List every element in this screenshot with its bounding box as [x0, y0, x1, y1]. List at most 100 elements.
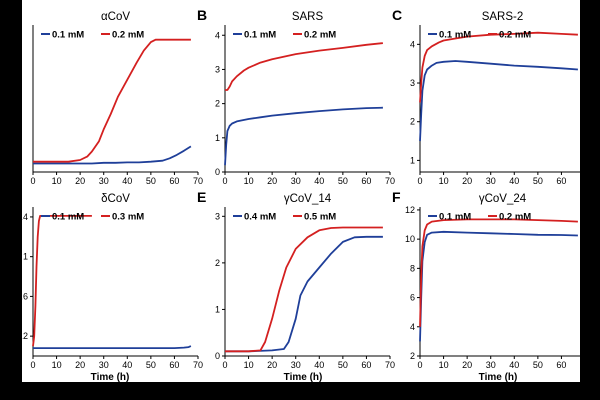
- series-line-f-1: [419, 230, 578, 342]
- x-axis-label-f: Time (h): [479, 372, 518, 383]
- y-tick-label-f: 4: [410, 322, 415, 332]
- x-tick-label-e: 60: [361, 360, 371, 370]
- series-line-b-2: [225, 42, 383, 91]
- x-tick-label-f: 0: [417, 360, 422, 370]
- y-tick-label-f: 12: [405, 205, 415, 215]
- x-tick-label-d: 20: [75, 360, 85, 370]
- y-tick-label-f: 10: [405, 234, 415, 244]
- y-tick-label-c: 1: [410, 155, 415, 165]
- x-tick-label-b: 20: [267, 176, 277, 186]
- x-tick-label-e: 70: [385, 360, 395, 370]
- x-tick-label-d: 30: [99, 360, 109, 370]
- x-tick-label-b: 30: [291, 176, 301, 186]
- x-tick-label-e: 40: [314, 360, 324, 370]
- x-tick-label-b: 70: [385, 176, 395, 186]
- y-tick-label-d: 0.2: [15, 331, 28, 341]
- series-line-f-2: [419, 218, 578, 327]
- y-tick-label-d: 0.6: [15, 291, 28, 301]
- x-tick-label-a: 10: [52, 176, 62, 186]
- legend-label-e-2: 0.5 mM: [304, 212, 336, 223]
- series-line-c-1: [419, 60, 578, 142]
- series-line-e-1: [225, 235, 383, 353]
- x-tick-label-f: 10: [439, 360, 449, 370]
- x-tick-label-f: 30: [486, 360, 496, 370]
- x-tick-label-e: 10: [244, 360, 254, 370]
- x-tick-label-c: 30: [486, 176, 496, 186]
- x-tick-label-b: 0: [222, 176, 227, 186]
- x-tick-label-a: 60: [169, 176, 179, 186]
- y-tick-label-b: 3: [215, 64, 220, 74]
- x-tick-label-f: 70: [580, 360, 590, 370]
- panel-title-d: δCoV: [101, 193, 130, 205]
- legend-label-d-2: 0.3 mM: [112, 212, 144, 223]
- legend-label-f-2: 0.2 mM: [499, 212, 531, 223]
- panel-title-f: γCoV_24: [479, 193, 527, 205]
- panel-title-a: αCoV: [101, 11, 130, 23]
- x-tick-label-f: 50: [533, 360, 543, 370]
- x-tick-label-c: 70: [580, 176, 590, 186]
- y-tick-label-c: 2: [410, 117, 415, 127]
- legend-label-a-1: 0.1 mM: [52, 30, 84, 41]
- y-tick-label-b: 1: [215, 133, 220, 143]
- x-tick-label-c: 50: [533, 176, 543, 186]
- series-line-c-2: [419, 31, 578, 103]
- y-tick-label-e: 0: [215, 351, 220, 361]
- legend-label-a-2: 0.2 mM: [112, 30, 144, 41]
- y-axis-label-bottom: Fluorescence (RFU ×10⁴): [3, 227, 14, 346]
- x-tick-label-a: 40: [122, 176, 132, 186]
- panel-title-e: γCoV_14: [284, 193, 332, 205]
- panel-letter-b: B: [197, 7, 207, 23]
- x-tick-label-f: 60: [556, 360, 566, 370]
- x-tick-label-d: 10: [52, 360, 62, 370]
- legend-label-f-1: 0.1 mM: [439, 212, 471, 223]
- x-tick-label-c: 60: [556, 176, 566, 186]
- x-tick-label-b: 40: [314, 176, 324, 186]
- legend-label-e-1: 0.4 mM: [244, 212, 276, 223]
- x-tick-label-a: 20: [75, 176, 85, 186]
- x-tick-label-d: 0: [30, 360, 35, 370]
- panel-title-b: SARS: [292, 11, 324, 23]
- x-tick-label-c: 20: [462, 176, 472, 186]
- legend-label-b-1: 0.1 mM: [244, 30, 276, 41]
- y-tick-label-b: 4: [215, 30, 220, 40]
- x-tick-label-a: 0: [30, 176, 35, 186]
- x-tick-label-d: 50: [146, 360, 156, 370]
- panel-letter-d: D: [3, 189, 13, 205]
- legend-label-c-1: 0.1 mM: [439, 30, 471, 41]
- x-tick-label-d: 40: [122, 360, 132, 370]
- x-tick-label-a: 70: [193, 176, 203, 186]
- y-tick-label-f: 8: [410, 263, 415, 273]
- x-tick-label-a: 30: [99, 176, 109, 186]
- x-tick-label-b: 60: [361, 176, 371, 186]
- series-line-b-1: [224, 106, 383, 166]
- y-tick-label-e: 1: [215, 304, 220, 314]
- panel-letter-e: E: [197, 189, 206, 205]
- series-line-a-1: [33, 145, 192, 165]
- x-axis-label-d: Time (h): [91, 372, 130, 383]
- series-line-a-2: [33, 38, 191, 163]
- panel-letter-c: C: [392, 7, 402, 23]
- x-tick-label-c: 0: [417, 176, 422, 186]
- x-tick-label-e: 30: [291, 360, 301, 370]
- y-tick-label-f: 2: [410, 351, 415, 361]
- panel-title-c: SARS-2: [482, 11, 524, 23]
- x-axis-label-e: Time (h): [284, 372, 323, 383]
- y-axis-label-top: Fluorescence (RFU ×10⁴): [3, 45, 14, 164]
- x-tick-label-a: 50: [146, 176, 156, 186]
- x-tick-label-b: 50: [338, 176, 348, 186]
- x-tick-label-c: 40: [509, 176, 519, 186]
- x-tick-label-e: 0: [222, 360, 227, 370]
- x-tick-label-f: 20: [462, 360, 472, 370]
- series-line-d-1: [33, 345, 192, 350]
- legend-label-b-2: 0.2 mM: [304, 30, 336, 41]
- y-tick-label-f: 6: [410, 293, 415, 303]
- x-tick-label-b: 10: [244, 176, 254, 186]
- y-tick-label-c: 3: [410, 78, 415, 88]
- y-tick-label-c: 4: [410, 39, 415, 49]
- x-tick-label-e: 50: [338, 360, 348, 370]
- legend-label-d-1: 0.1 mM: [52, 212, 84, 223]
- x-tick-label-d: 70: [193, 360, 203, 370]
- legend-label-c-2: 0.2 mM: [499, 30, 531, 41]
- x-tick-label-f: 40: [509, 360, 519, 370]
